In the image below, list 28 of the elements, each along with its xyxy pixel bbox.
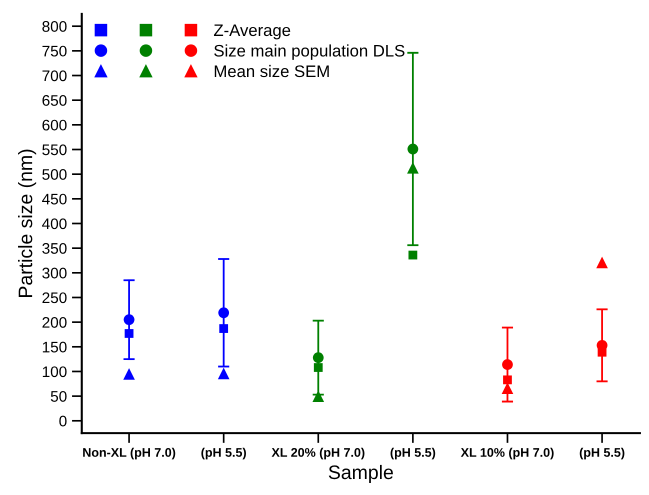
x-tick-label: (pH 5.5)	[201, 448, 246, 460]
y-tick-label: 650	[42, 95, 67, 106]
x-tick-label: (pH 5.5)	[580, 448, 624, 460]
y-tick-label: 550	[42, 144, 67, 156]
x-tick-label: XL 20% (pH 7.0)	[272, 448, 364, 460]
y-tick-label: 500	[42, 169, 67, 180]
y-tick-label: 150	[42, 342, 67, 352]
x-tick-label: XL 10% (pH 7.0)	[460, 448, 554, 460]
x-tick-label: Non-XL (pH 7.0)	[83, 448, 176, 460]
y-axis-title: Particle size (nm)	[18, 150, 36, 297]
y-tick-label: 800	[42, 21, 67, 32]
y-tick-label: 250	[42, 292, 67, 304]
y-tick-label: 750	[42, 46, 67, 57]
y-tick-label: 400	[42, 218, 67, 230]
y-tick-label: 0	[59, 416, 67, 426]
y-tick-label: 350	[42, 243, 67, 254]
y-tick-label: 450	[42, 194, 67, 205]
y-tick-label: 50	[50, 391, 67, 402]
legend-label: Mean size SEM	[214, 64, 329, 78]
x-tick-label: (pH 5.5)	[390, 448, 436, 460]
y-tick-label: 300	[42, 268, 67, 279]
legend-label: Z-Average	[214, 24, 290, 40]
y-tick-label: 700	[42, 70, 67, 82]
x-axis-title: Sample	[328, 464, 393, 484]
y-tick-label: 100	[42, 366, 67, 378]
y-tick-label: 200	[42, 317, 67, 328]
y-tick-label: 600	[42, 120, 67, 131]
legend-label: Size main population DLS	[214, 44, 404, 60]
